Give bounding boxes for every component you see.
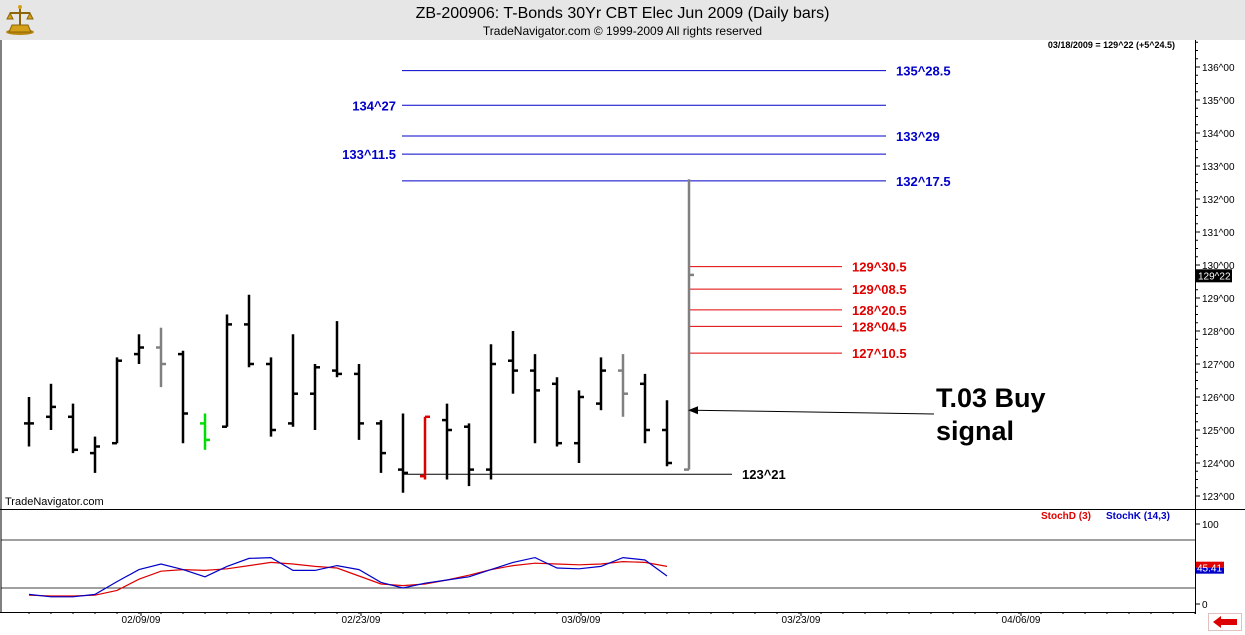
buy-signal-arrowhead — [688, 406, 698, 415]
price-bar — [662, 400, 672, 467]
level-label: 129^08.5 — [852, 282, 907, 297]
level-label: 129^30.5 — [852, 260, 907, 275]
price-bar — [288, 334, 298, 427]
level-label: 133^29 — [896, 129, 940, 144]
price-tick-label: 135^00 — [1202, 96, 1235, 107]
legend-stoch-k: StochK (14,3) — [1106, 511, 1170, 522]
last-price-marker: 129^22 — [1196, 269, 1232, 283]
level-label: 127^10.5 — [852, 346, 907, 361]
chart-header: ZB-200906: T-Bonds 30Yr CBT Elec Jun 200… — [0, 0, 1245, 40]
price-bar — [222, 314, 232, 428]
price-tick-label: 127^00 — [1202, 360, 1235, 371]
price-bar — [266, 357, 276, 437]
price-bar — [376, 420, 386, 473]
price-tick-label: 134^00 — [1202, 129, 1235, 140]
level-label: 123^21 — [742, 467, 786, 482]
trade-navigator-logo-icon — [6, 5, 34, 35]
price-bar — [354, 364, 364, 440]
price-bar — [68, 403, 78, 454]
price-bar — [640, 373, 650, 444]
stoch-tick-label: 0 — [1202, 600, 1208, 611]
stoch-last-box-bottom — [1196, 567, 1224, 574]
buy-signal-text-line2: signal — [936, 416, 1014, 446]
price-bar — [134, 334, 144, 364]
price-tick-label: 131^00 — [1202, 228, 1235, 239]
chart-title: ZB-200906: T-Bonds 30Yr CBT Elec Jun 200… — [415, 5, 830, 22]
price-tick-label: 124^00 — [1202, 459, 1235, 470]
scroll-left-button[interactable] — [1208, 613, 1242, 631]
stoch-last-box-top — [1196, 561, 1224, 568]
buy-signal-annotation: T.03 Buy signal — [688, 383, 1046, 446]
level-label: 135^28.5 — [896, 64, 951, 79]
price-tick-label: 129^00 — [1202, 294, 1235, 305]
price-tick-label: 126^00 — [1202, 393, 1235, 404]
price-bar — [178, 350, 188, 444]
price-bars — [24, 179, 694, 493]
price-bar — [46, 383, 56, 430]
date-tick-label: 03/23/09 — [782, 615, 821, 626]
date-axis: 02/09/09 02/23/09 03/09/09 03/23/09 04/06/09 — [28, 612, 1196, 626]
stoch-line — [28, 556, 668, 598]
chart-subtitle: TradeNavigator.com © 1999-2009 All right… — [482, 24, 763, 38]
price-bar — [530, 354, 540, 444]
price-tick-label: 132^00 — [1202, 195, 1235, 206]
level-label: 134^27 — [352, 98, 396, 113]
price-tick-label: 133^00 — [1202, 162, 1235, 173]
price-tick-label: 128^00 — [1202, 327, 1235, 338]
stoch-line — [28, 560, 668, 597]
price-axis: 123^00 124^00 125^00 126^00 127^00 128^00 129^… — [1195, 41, 1235, 503]
price-bar — [508, 331, 518, 394]
level-label: 128^20.5 — [852, 303, 907, 318]
level-label: 128^04.5 — [852, 319, 907, 334]
price-bar — [486, 344, 496, 480]
price-bar — [684, 179, 694, 471]
buy-signal-arrow — [692, 409, 935, 415]
price-bar — [464, 423, 474, 487]
stoch-last-value: 45.41 — [1197, 564, 1222, 575]
price-bar — [398, 413, 408, 493]
stoch-tick-label: 100 — [1202, 520, 1219, 531]
watermark: TradeNavigator.com — [5, 496, 104, 508]
price-tick-label: 123^00 — [1202, 492, 1235, 503]
price-levels: 135^28.5 134^27 133^29 133^11.5 132^17.5 129^… — [342, 64, 950, 483]
legend-stoch-d: StochD (3) — [1041, 511, 1091, 522]
price-bar — [420, 415, 430, 480]
price-bar — [552, 377, 562, 447]
last-price-box — [1196, 269, 1232, 283]
price-bar — [244, 294, 254, 368]
date-tick-label: 03/09/09 — [562, 615, 601, 626]
price-bar — [90, 436, 100, 473]
date-tick-label: 02/09/09 — [122, 615, 161, 626]
level-label: 133^11.5 — [342, 147, 396, 162]
price-bar — [442, 403, 452, 480]
price-bar — [574, 390, 584, 463]
price-bar — [618, 354, 628, 417]
price-tick-label: 130^00 — [1202, 261, 1235, 272]
date-tick-label: 02/23/09 — [342, 615, 381, 626]
arrow-left-icon — [1213, 616, 1237, 628]
price-bar — [310, 364, 320, 430]
date-tick-label: 04/06/09 — [1002, 615, 1041, 626]
buy-signal-text-line1: T.03 Buy — [936, 383, 1046, 413]
price-tick-label: 136^00 — [1202, 63, 1235, 74]
price-tick-label: 125^00 — [1202, 426, 1235, 437]
price-bar — [332, 321, 342, 378]
price-bar — [200, 413, 210, 450]
price-bar — [156, 327, 166, 388]
stochastic-panel: StochD (3) StochK (14,3) 0 100 45.41 — [1, 511, 1224, 611]
level-label: 132^17.5 — [896, 174, 951, 189]
price-bar — [596, 357, 606, 411]
last-price-label: 129^22 — [1198, 271, 1231, 282]
price-bar — [24, 397, 34, 447]
quote-readout: 03/18/2009 = 129^22 (+5^24.5) — [1048, 40, 1175, 50]
price-bar — [112, 357, 122, 445]
